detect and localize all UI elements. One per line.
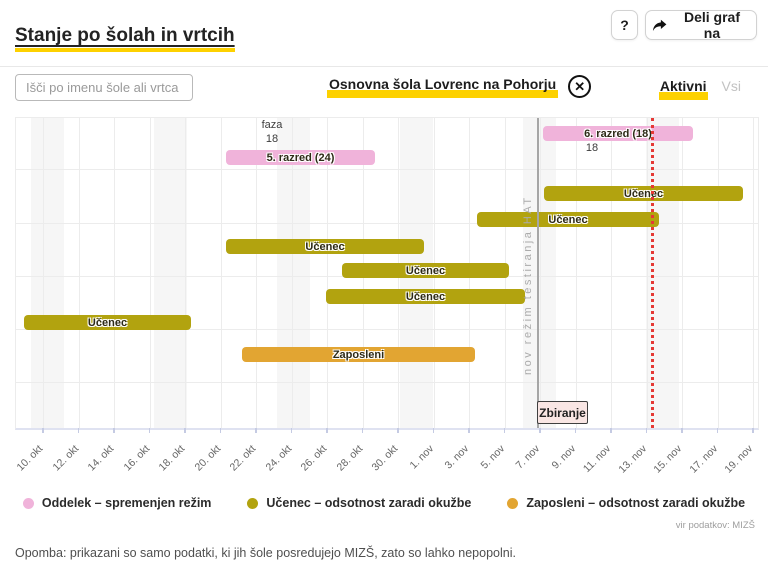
regime-marker-label: nov režim testiranja HAT <box>522 195 534 375</box>
bar-ucenec[interactable]: Učenec <box>226 239 424 254</box>
gridline-vertical <box>114 118 115 428</box>
axis-tick-label: 7. nov <box>513 442 543 472</box>
gridline-horizontal <box>16 169 758 170</box>
gridline-vertical <box>753 118 754 428</box>
selected-school-chip: Osnovna šola Lovrenc na Pohorju ✕ <box>327 74 592 98</box>
axis-tick-label: 28. okt <box>333 442 365 474</box>
bar-label: Učenec <box>548 213 588 226</box>
today-marker-line <box>651 118 654 428</box>
axis-tick-label: 9. nov <box>549 442 578 472</box>
data-source: vir podatkov: MIZŠ <box>675 520 755 531</box>
axis-tick-label: 12. okt <box>49 442 81 474</box>
legend-dot-icon <box>22 497 34 509</box>
axis-tick-label: 13. nov <box>615 442 649 476</box>
axis-tick-label: 26. okt <box>298 442 330 474</box>
share-icon <box>652 19 667 31</box>
bar-label: Učenec <box>305 240 345 253</box>
gridline-horizontal <box>16 382 758 383</box>
remove-filter-button[interactable]: ✕ <box>568 74 592 98</box>
gridline-vertical <box>682 118 683 428</box>
gridline-horizontal <box>16 329 758 330</box>
share-button[interactable]: Deli graf na <box>645 9 757 41</box>
gridline-vertical <box>327 118 328 428</box>
page-title: Stanje po šolah in vrtcih <box>15 25 235 52</box>
help-button[interactable]: ? <box>611 10 638 40</box>
gridline-vertical <box>149 118 151 428</box>
axis-tick-label: 22. okt <box>227 442 259 474</box>
axis-tick-label: 24. okt <box>262 442 294 474</box>
header-divider <box>0 66 768 67</box>
bar-oddelek[interactable]: 5. razred (24) <box>226 150 375 165</box>
gridline-vertical <box>611 118 612 428</box>
bar-ucenec[interactable]: Učenec <box>477 212 659 227</box>
axis-tick-label: 18. okt <box>156 442 188 474</box>
share-button-label: Deli graf na <box>683 9 740 41</box>
gridline-vertical <box>540 118 541 428</box>
axis-tick-label: 14. okt <box>85 442 117 474</box>
axis-tick-label: 20. okt <box>191 442 223 474</box>
annotation-text: 18 <box>585 142 599 154</box>
bar-label: Zaposleni <box>332 348 385 361</box>
axis-tick-label: 11. nov <box>580 442 614 476</box>
gridline-vertical <box>185 118 186 428</box>
bar-ucenec[interactable]: Učenec <box>24 315 191 330</box>
axis-tick-label: 15. nov <box>651 442 685 476</box>
gridline-vertical <box>717 118 719 428</box>
bar-label: 5. razred (24) <box>266 151 335 164</box>
axis-tick-label: 16. okt <box>120 442 152 474</box>
regime-marker-line <box>537 118 539 428</box>
legend-item: Učenec – odsotnost zaradi okužbe <box>247 496 471 510</box>
axis-tick-label: 30. okt <box>369 442 401 474</box>
bar-label: Učenec <box>623 187 664 200</box>
legend-item: Oddelek – spremenjen režim <box>22 496 212 510</box>
axis-tick-label: 10. okt <box>14 442 46 474</box>
gridline-vertical <box>43 118 44 428</box>
footer-note: Opomba: prikazani so samo podatki, ki ji… <box>15 546 516 560</box>
bar-zaposleni[interactable]: Zaposleni <box>242 347 475 362</box>
bar-ucenec[interactable]: Učenec <box>326 289 525 304</box>
collection-label: Zbiranje <box>537 401 588 424</box>
legend-item-label: Zaposleni – odsotnost zaradi okužbe <box>526 496 746 510</box>
bar-label: Učenec <box>405 264 446 277</box>
gridline-vertical <box>220 118 222 428</box>
close-icon: ✕ <box>574 78 586 94</box>
axis-tick-label: 5. nov <box>478 442 507 472</box>
selected-school-label: Osnovna šola Lovrenc na Pohorju <box>327 74 559 98</box>
axis-tick-label: 1. nov <box>407 442 436 472</box>
annotation-text: faza <box>261 119 283 131</box>
bar-label: Učenec <box>87 316 128 329</box>
search-input[interactable] <box>15 74 193 101</box>
gridline-vertical <box>646 118 648 428</box>
gridline-vertical <box>575 118 577 428</box>
legend-item-label: Oddelek – spremenjen režim <box>41 496 212 510</box>
axis-tick-label: 19. nov <box>722 442 756 476</box>
axis-tick-label: 3. nov <box>442 442 472 472</box>
legend-dot-icon <box>247 497 259 509</box>
bar-oddelek[interactable]: 6. razred (18) <box>543 126 693 141</box>
annotation-text: 18 <box>265 133 279 145</box>
tab-active[interactable]: Aktivni <box>658 76 708 100</box>
bar-ucenec[interactable]: Učenec <box>544 186 743 201</box>
bar-ucenec[interactable]: Učenec <box>342 263 509 278</box>
axis-tick-label: 17. nov <box>686 442 720 476</box>
timeline-chart: 5. razred (24) 6. razred (18) Učenec Učenec… <box>15 117 759 430</box>
bar-label: Učenec <box>405 290 446 303</box>
gridline-vertical <box>291 118 293 428</box>
gridline-vertical <box>78 118 80 428</box>
gridline-horizontal <box>16 223 758 224</box>
legend: Oddelek – spremenjen režim Učenec – odsot… <box>0 496 768 510</box>
legend-item: Zaposleni – odsotnost zaradi okužbe <box>507 496 745 510</box>
bar-label: 6. razred (18) <box>584 127 652 140</box>
gridline-vertical <box>256 118 257 428</box>
status-tabs: Aktivni Vsi <box>658 76 741 100</box>
legend-dot-icon <box>507 497 519 509</box>
legend-item-label: Učenec – odsotnost zaradi okužbe <box>266 496 472 510</box>
tab-all[interactable]: Vsi <box>721 78 741 94</box>
